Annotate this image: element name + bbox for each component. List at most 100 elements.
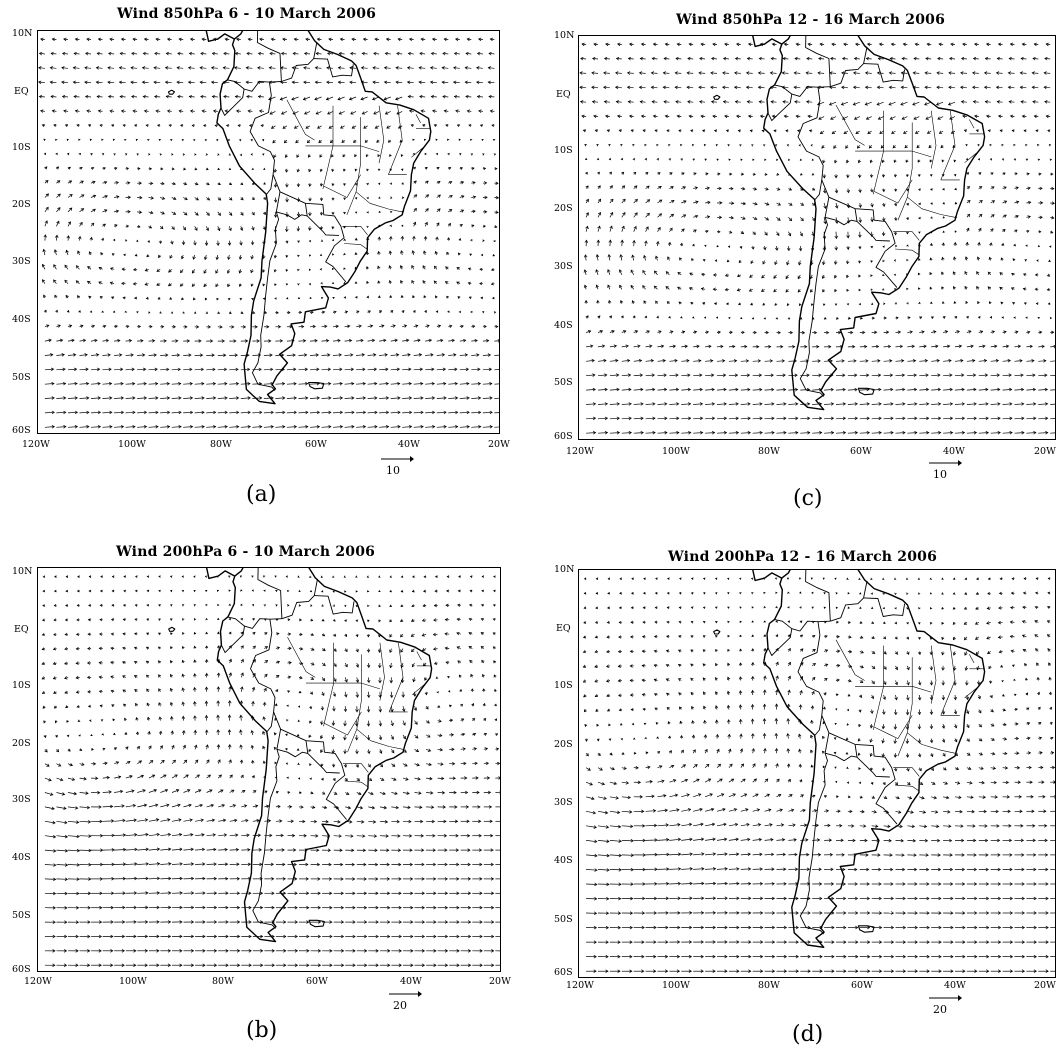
lon-label-120w: 120W <box>566 980 594 991</box>
lat-label-60s: 60S <box>554 967 573 978</box>
lat-label-40s: 40S <box>12 314 31 325</box>
lon-label-40w: 40W <box>400 976 422 987</box>
lon-label-100w: 100W <box>662 446 690 457</box>
lat-label-10s: 10S <box>12 680 31 691</box>
state-border <box>835 639 865 681</box>
wind-map-frame <box>578 569 1056 978</box>
country-border <box>313 58 354 78</box>
state-border <box>415 114 421 124</box>
galapagos-islands <box>713 629 721 635</box>
state-border <box>346 191 357 215</box>
reference-vector-value: 10 <box>933 468 947 481</box>
lat-label-10s: 10S <box>12 142 31 153</box>
lat-label-20s: 20S <box>12 738 31 749</box>
lon-label-60w: 60W <box>851 980 873 991</box>
wind-vector-map <box>41 568 500 968</box>
state-border <box>286 99 315 141</box>
state-border <box>873 715 913 739</box>
state-border <box>411 145 426 158</box>
country-border <box>256 31 282 82</box>
country-border <box>830 46 868 88</box>
country-border <box>266 711 275 732</box>
panel-label: (a) <box>246 482 277 507</box>
country-border <box>227 616 270 629</box>
country-border <box>797 620 898 825</box>
state-border <box>893 767 920 777</box>
country-border <box>251 191 281 391</box>
lat-label-eq: EQ <box>556 89 571 100</box>
lon-label-60w: 60W <box>306 976 328 987</box>
state-border <box>342 763 369 773</box>
wind-vector-field <box>41 575 500 968</box>
state-border <box>835 104 865 146</box>
country-border <box>281 578 318 620</box>
state-border <box>305 145 380 152</box>
wind-map-frame <box>578 35 1056 440</box>
central-america-coastline <box>205 31 235 43</box>
country-border <box>220 626 245 654</box>
lat-label-50s: 50S <box>12 910 31 921</box>
lat-label-eq: EQ <box>14 86 29 97</box>
state-border <box>907 732 956 754</box>
country-border <box>854 744 890 778</box>
country-border <box>805 36 831 87</box>
lat-label-50s: 50S <box>554 914 573 925</box>
galapagos-islands <box>167 89 176 95</box>
lat-label-10s: 10S <box>554 145 573 156</box>
state-border <box>893 231 920 241</box>
reference-vector-value: 10 <box>386 464 400 477</box>
state-border <box>897 197 908 221</box>
lon-label-20w: 20W <box>489 976 511 987</box>
lat-label-30s: 30S <box>12 256 31 267</box>
lat-label-50s: 50S <box>12 372 31 383</box>
state-border <box>855 686 932 693</box>
lat-label-40s: 40S <box>554 320 573 331</box>
country-border <box>824 216 858 226</box>
country-border <box>220 88 245 116</box>
lon-label-40w: 40W <box>943 446 965 457</box>
country-border <box>250 618 347 820</box>
lat-label-60s: 60S <box>12 964 31 975</box>
lon-label-80w: 80W <box>758 446 780 457</box>
country-border <box>304 203 340 236</box>
panel-label: (b) <box>246 1018 278 1043</box>
country-border <box>854 208 890 242</box>
lon-label-80w: 80W <box>210 439 232 450</box>
country-border <box>266 174 274 195</box>
falkland-islands <box>308 919 325 928</box>
lat-label-20s: 20S <box>554 203 573 214</box>
state-border <box>895 248 920 256</box>
panel-title: Wind 850hPa 12 - 16 March 2006 <box>676 12 946 28</box>
wind-map-frame <box>37 567 501 972</box>
lon-label-40w: 40W <box>398 439 420 450</box>
state-border <box>412 682 427 695</box>
country-border <box>799 732 830 935</box>
state-border <box>872 110 884 195</box>
state-border <box>379 642 385 701</box>
country-border <box>830 580 868 622</box>
lon-label-120w: 120W <box>566 446 594 457</box>
country-border <box>257 568 283 619</box>
falkland-islands <box>857 925 875 933</box>
lat-label-10n: 10N <box>12 566 33 577</box>
lon-label-20w: 20W <box>1034 446 1056 457</box>
lat-label-30s: 30S <box>554 797 573 808</box>
lat-label-eq: EQ <box>556 623 571 634</box>
state-border <box>344 780 369 788</box>
state-border <box>907 657 913 733</box>
country-border <box>276 748 308 758</box>
state-border <box>940 645 956 716</box>
central-america-coastline <box>205 568 236 580</box>
lat-label-10s: 10S <box>554 680 573 691</box>
wind-vector-field <box>579 42 1055 435</box>
central-america-coastline <box>752 570 783 582</box>
state-border <box>287 636 316 678</box>
state-border <box>323 174 361 198</box>
state-border <box>895 784 920 792</box>
country-border <box>863 597 906 617</box>
state-border <box>897 732 908 757</box>
state-border <box>855 150 932 158</box>
lat-label-10n: 10N <box>554 30 575 41</box>
wind-vector-map <box>579 36 1055 435</box>
country-border <box>805 570 831 622</box>
